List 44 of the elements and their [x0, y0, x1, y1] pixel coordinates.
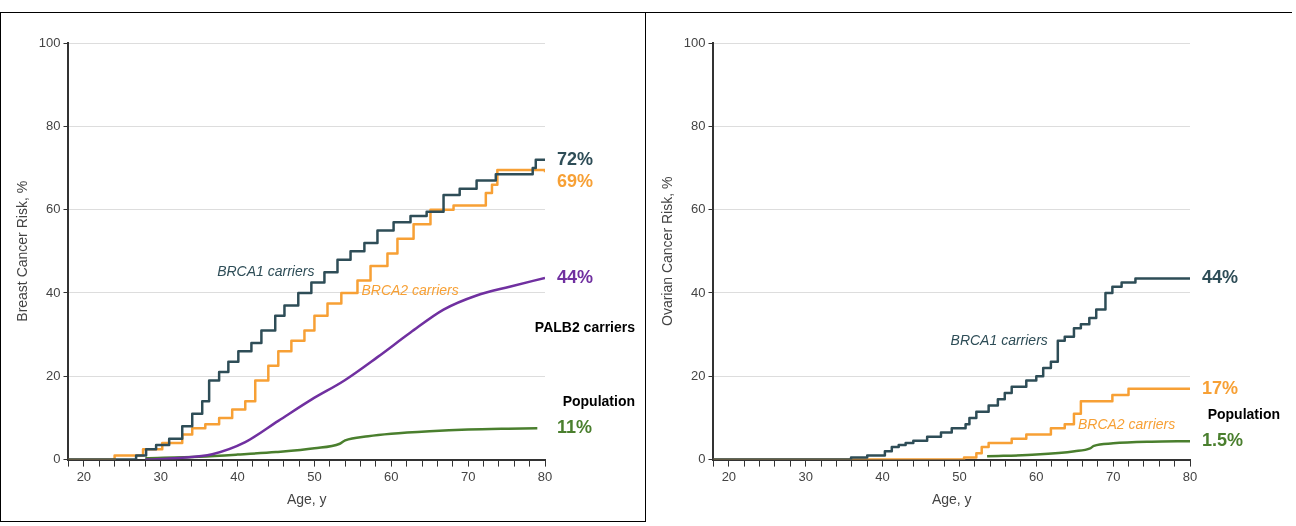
- y-tick-label: 60: [691, 201, 706, 217]
- y-axis-title: Breast Cancer Risk, %: [14, 180, 31, 322]
- text: PALB2 carriers: [534, 318, 636, 335]
- text: 1.5%: [1202, 430, 1244, 451]
- x-axis-title: Age, y: [931, 491, 972, 508]
- series-label: BRCA2 carriers: [361, 282, 459, 299]
- y-tick-label: 80: [46, 117, 61, 133]
- y-tick-label: 20: [691, 367, 706, 383]
- text: 44%: [557, 266, 594, 287]
- text: 17%: [1202, 377, 1239, 398]
- x-tick-label: 70: [1105, 468, 1121, 484]
- y-tick-label: 40: [691, 284, 706, 300]
- x-axis-title: Age, y: [286, 491, 327, 508]
- y-tick-label: 0: [698, 451, 706, 467]
- text: 44%: [1202, 267, 1239, 288]
- text: 11%: [557, 417, 593, 438]
- y-tick-label: 80: [691, 117, 706, 133]
- series-label: BRCA1 carriers: [217, 263, 315, 280]
- x-tick-label: 50: [307, 468, 322, 484]
- y-tick-label: 0: [53, 451, 61, 467]
- x-tick-label: 30: [798, 468, 813, 484]
- x-tick-label: 30: [153, 468, 168, 484]
- x-tick-label: 40: [875, 468, 890, 484]
- x-tick-label: 80: [1182, 468, 1198, 484]
- series-label: Population: [1207, 406, 1280, 423]
- text: 72%: [557, 148, 594, 169]
- y-tick-label: 100: [38, 34, 61, 50]
- y-tick-label: 60: [46, 201, 61, 217]
- x-tick-label: 50: [952, 468, 967, 484]
- x-tick-label: 20: [76, 468, 92, 484]
- y-tick-label: 40: [46, 284, 61, 300]
- series-label: BRCA2 carriers: [1077, 415, 1176, 432]
- x-tick-label: 60: [1029, 468, 1044, 484]
- x-tick-label: 70: [460, 468, 476, 484]
- text: Population: [562, 393, 635, 410]
- x-tick-label: 20: [721, 468, 737, 484]
- series-label: BRCA1 carriers: [950, 331, 1048, 348]
- x-tick-label: 60: [384, 468, 399, 484]
- x-tick-label: 80: [537, 468, 553, 484]
- x-tick-label: 40: [230, 468, 245, 484]
- y-tick-label: 100: [683, 34, 706, 50]
- y-axis-title: Ovarian Cancer Risk, %: [659, 176, 676, 326]
- y-tick-label: 20: [46, 367, 61, 383]
- text: 69%: [557, 170, 594, 191]
